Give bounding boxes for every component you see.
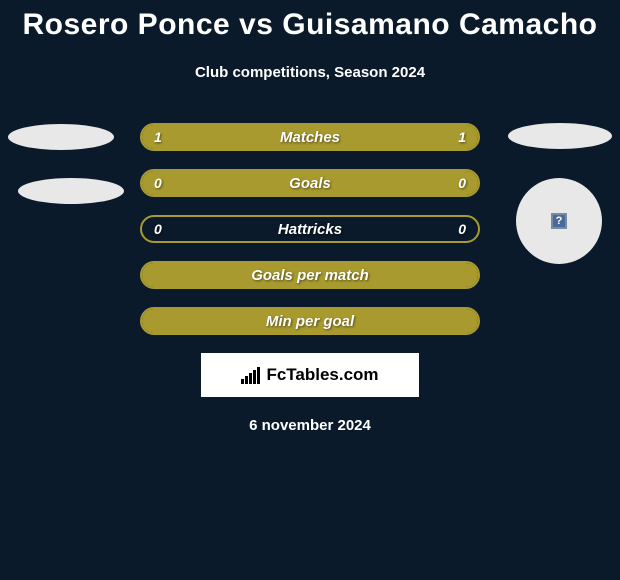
stat-label: Goals per match [251, 267, 369, 284]
page-title: Rosero Ponce vs Guisamano Camacho [0, 0, 620, 42]
stat-label: Hattricks [278, 221, 342, 238]
stat-value-right: 1 [458, 129, 466, 145]
stat-value-left: 0 [154, 221, 162, 237]
stat-value-left: 0 [154, 175, 162, 191]
stat-value-left: 1 [154, 129, 162, 145]
logo-text: FcTables.com [266, 365, 378, 385]
date-label: 6 november 2024 [0, 417, 620, 434]
stat-value-right: 0 [458, 221, 466, 237]
stat-label: Goals [289, 175, 331, 192]
stat-value-right: 0 [458, 175, 466, 191]
missing-image-icon: ? [551, 213, 567, 229]
stat-row-goals: 0 Goals 0 [140, 169, 480, 197]
stat-row-goals-per-match: Goals per match [140, 261, 480, 289]
stat-row-hattricks: 0 Hattricks 0 [140, 215, 480, 243]
player-left-avatar-2 [18, 178, 124, 204]
stat-row-min-per-goal: Min per goal [140, 307, 480, 335]
stat-row-matches: 1 Matches 1 [140, 123, 480, 151]
subtitle: Club competitions, Season 2024 [0, 64, 620, 81]
player-left-avatar-1 [8, 124, 114, 150]
player-right-avatar-2: ? [516, 178, 602, 264]
stat-label: Min per goal [266, 313, 354, 330]
stat-label: Matches [280, 129, 340, 146]
player-right-avatar-1 [508, 123, 612, 149]
stats-area: ? 1 Matches 1 0 Goals 0 0 Hattricks 0 Goals per m… [0, 123, 620, 335]
logo-box[interactable]: FcTables.com [201, 353, 419, 397]
logo-chart-icon [241, 367, 260, 384]
logo: FcTables.com [241, 365, 378, 385]
